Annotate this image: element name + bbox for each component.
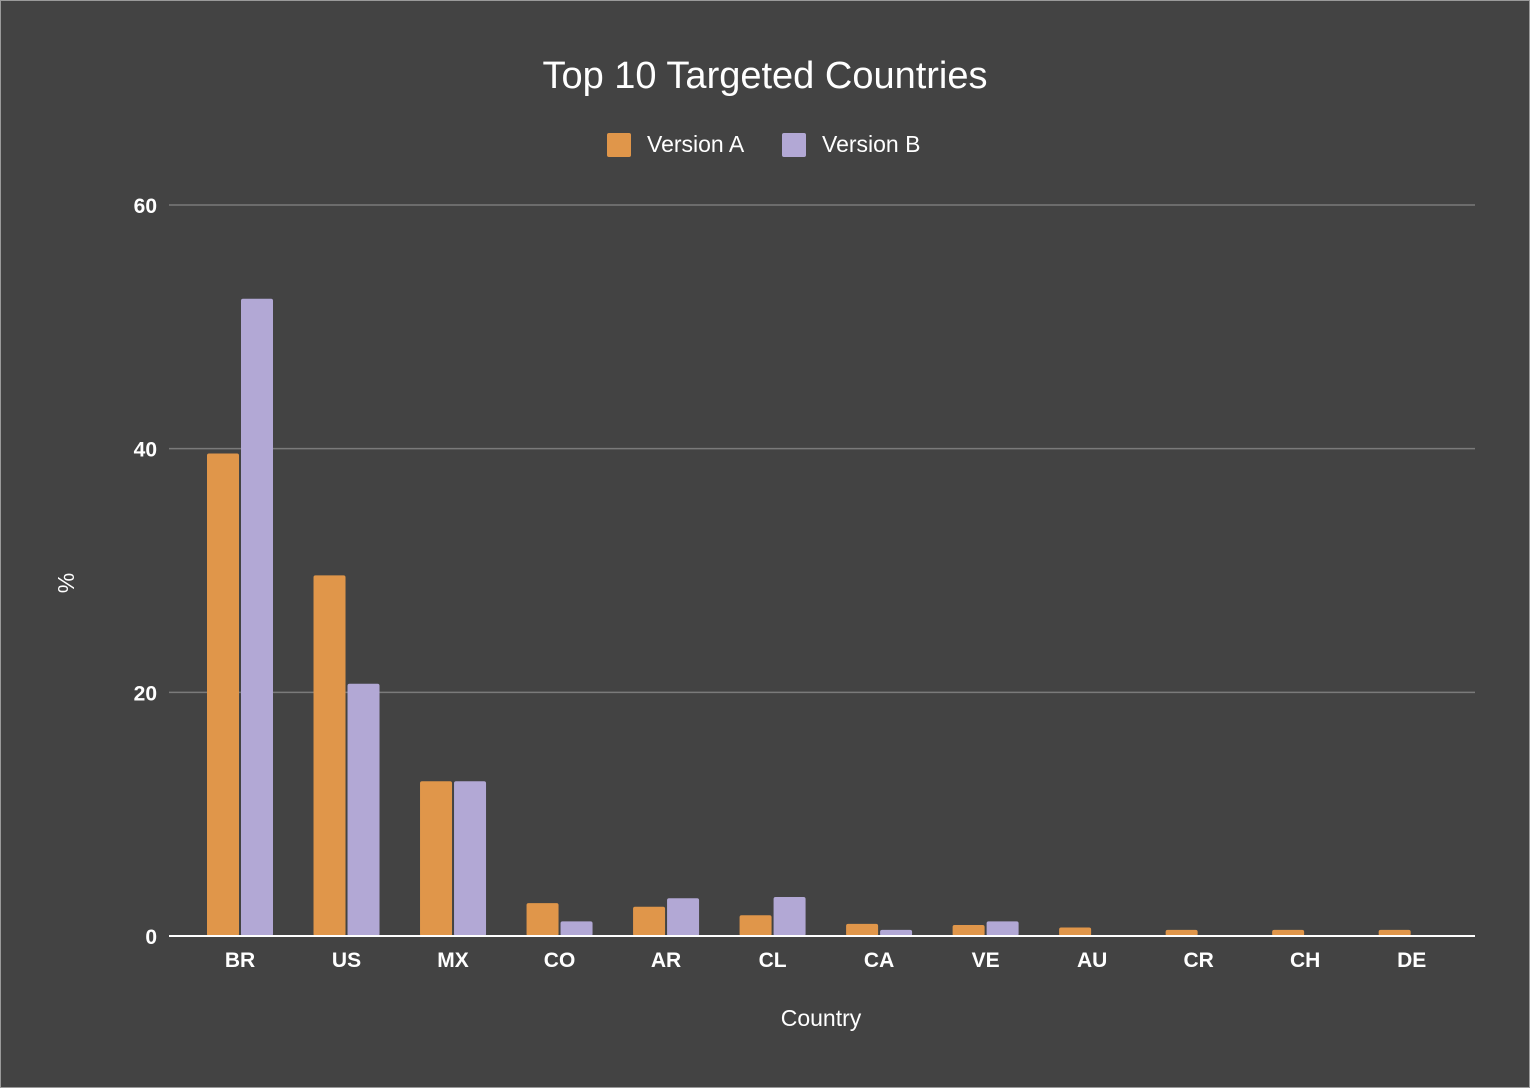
legend-swatch [607,133,631,157]
x-tick-label: US [332,949,361,972]
x-tick-label: VE [972,949,1000,972]
legend-label: Version B [822,131,920,157]
bars [207,298,1411,937]
x-tick-label: AR [651,949,681,972]
x-tick-label: CO [544,949,576,972]
bar-version-b-ar [667,898,700,936]
bar-version-a-ve [952,925,985,936]
x-tick-label: CL [759,949,787,972]
bar-version-a-au [1059,927,1092,936]
x-tick-label: DE [1397,949,1426,972]
bar-version-b-cl [773,897,806,936]
bar-version-b-co [560,921,593,936]
bar-version-a-cr [1165,929,1198,936]
y-axis-title: % [53,573,79,593]
legend-item-version-a: Version A [607,131,745,157]
bar-version-a-de [1378,929,1411,936]
bar-version-b-br [241,298,273,937]
x-tick-label: AU [1077,949,1107,972]
y-tick-label: 20 [134,682,157,705]
x-tick-label: CR [1183,949,1213,972]
x-axis-title: Country [781,1005,862,1031]
bar-version-b-mx [454,781,487,936]
legend-item-version-b: Version B [782,131,920,157]
legend: Version A Version B [607,131,920,157]
legend-label: Version A [647,131,745,157]
y-tick-label: 40 [134,439,157,462]
bar-version-b-ve [986,921,1019,936]
x-tick-label: MX [437,949,469,972]
y-tick-label: 60 [134,195,157,218]
x-axis-ticks: BR US MX CO AR CL CA VE AU CR CH DE [225,949,1426,972]
y-tick-label: 0 [145,926,157,949]
bar-version-b-ca [880,929,913,936]
x-tick-label: BR [225,949,255,972]
bar-version-a-ar [633,906,666,936]
x-tick-label: CH [1290,949,1320,972]
bar-version-b-us [347,683,380,936]
bar-version-a-mx [420,781,453,936]
bar-version-a-ca [846,923,879,936]
chart-title: Top 10 Targeted Countries [542,55,987,97]
gridlines [169,204,1475,694]
y-axis-ticks: 0 20 40 60 [134,195,157,949]
bar-version-a-ch [1272,929,1305,936]
bar-version-a-br [207,453,239,936]
legend-swatch [782,133,806,157]
x-tick-label: CA [864,949,894,972]
bar-version-a-co [526,903,559,936]
bar-version-a-us [313,575,346,936]
bar-version-a-cl [739,915,772,936]
